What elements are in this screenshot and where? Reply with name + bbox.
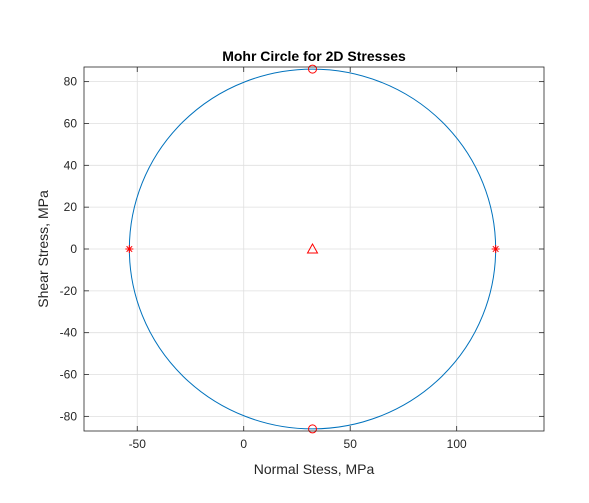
chart-title: Mohr Circle for 2D Stresses [222,48,406,64]
x-tick-label: 0 [240,437,247,451]
principal-stress-marker [491,245,500,253]
y-tick-label: 60 [64,116,78,130]
y-tick-label: 40 [64,158,78,172]
x-axis-label: Normal Stess, MPa [254,461,375,477]
max-shear-marker [308,424,318,434]
y-tick-label: 0 [70,242,77,256]
center-marker [306,242,319,254]
marker-layer [125,64,500,434]
y-tick-label: 80 [64,75,78,89]
y-tick-label: -40 [60,326,78,340]
y-tick-label: -80 [60,409,78,423]
y-tick-label: -60 [60,368,78,382]
y-tick-label: -20 [60,284,78,298]
principal-stress-marker [125,245,134,253]
x-tick-label: 100 [447,437,467,451]
x-tick-label: 50 [344,437,358,451]
max-shear-marker [308,64,318,74]
y-tick-label: 20 [64,200,78,214]
asterisk-stroke [492,245,499,253]
grid-lines [84,67,544,431]
asterisk-stroke [126,245,133,253]
x-tick-label: -50 [129,437,147,451]
tick-layer: -50 0 50 100 -80 -60 -40 -20 0 20 40 60 80 [60,67,544,451]
y-axis-label: Shear Stress, MPa [35,190,51,308]
